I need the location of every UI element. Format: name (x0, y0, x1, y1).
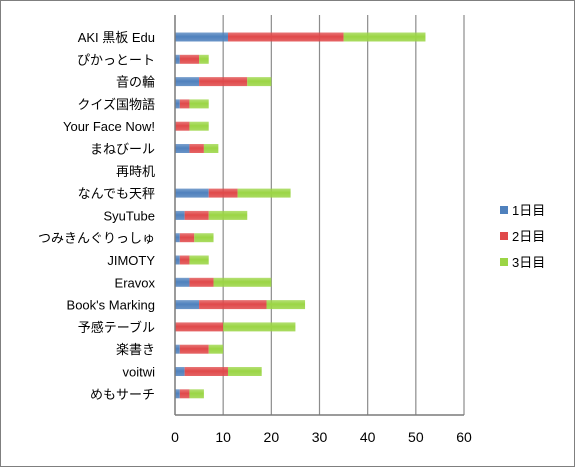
gridlines (222, 15, 465, 415)
bar-1日目-15 (175, 367, 185, 376)
bar-2日目-12 (199, 300, 267, 310)
category-label: つみきんぐりっしゅ (38, 231, 155, 246)
bar-2日目-3 (179, 99, 190, 109)
category-label: なんでも天秤 (78, 186, 155, 201)
bar-1日目-3 (175, 99, 180, 109)
x-tick-label: 60 (456, 429, 472, 445)
category-label: voitwi (122, 365, 155, 380)
bar-3日目-15 (227, 367, 262, 376)
bar-1日目-10 (175, 255, 180, 265)
category-label: クイズ国物語 (77, 97, 155, 112)
bar-3日目-13 (223, 322, 296, 332)
bar-3日目-14 (208, 344, 224, 354)
bar-3日目-1 (199, 54, 209, 64)
category-label: 音の輪 (116, 75, 155, 90)
category-label: JIMOTY (107, 253, 155, 268)
x-tick-label: 50 (408, 429, 424, 445)
bar-2日目-5 (189, 144, 204, 153)
bar-2日目-1 (179, 54, 200, 64)
bar-2日目-11 (189, 277, 214, 287)
bar-2日目-8 (184, 210, 209, 220)
bar-2日目-10 (179, 255, 190, 265)
category-label: 楽書き (116, 342, 155, 357)
legend-label: 2日目 (512, 229, 545, 244)
bar-3日目-12 (266, 300, 306, 310)
x-tick-label: 0 (171, 429, 179, 445)
bar-1日目-16 (175, 389, 180, 399)
x-tick-label: 40 (360, 429, 376, 445)
category-label: SyuTube (103, 208, 155, 223)
bars (175, 32, 426, 399)
category-label: まねびール (90, 142, 155, 157)
bar-1日目-9 (175, 233, 180, 243)
category-label: 予感テーブル (78, 320, 155, 335)
x-tick-label: 20 (264, 429, 280, 445)
bar-2日目-16 (179, 389, 190, 399)
bar-2日目-9 (179, 233, 195, 243)
bar-3日目-11 (213, 277, 272, 287)
bar-3日目-10 (189, 255, 209, 265)
bar-2日目-2 (199, 77, 248, 87)
bar-2日目-15 (184, 367, 228, 376)
x-tick-label: 10 (215, 429, 231, 445)
bar-3日目-5 (203, 144, 219, 153)
bar-3日目-3 (189, 99, 209, 109)
category-label: 再時机 (116, 164, 155, 179)
bar-3日目-7 (237, 188, 291, 198)
category-label: ぴかっとート (77, 52, 155, 67)
category-label: Book's Marking (67, 298, 155, 313)
bar-1日目-0 (175, 32, 228, 42)
x-tick-label: 30 (312, 429, 328, 445)
bar-2日目-7 (208, 188, 238, 198)
bar-2日目-4 (175, 121, 190, 131)
category-label: めもサーチ (90, 387, 155, 402)
x-tick-labels: 0 10 20 30 40 50 60 (171, 429, 472, 445)
legend-label: 3日目 (512, 255, 545, 270)
bar-3日目-8 (208, 210, 248, 220)
bar-3日目-4 (189, 121, 209, 131)
bar-2日目-13 (175, 322, 224, 332)
bar-1日目-2 (175, 77, 200, 87)
category-label: AKI 黒板 Edu (78, 30, 155, 45)
bar-1日目-14 (175, 344, 180, 354)
bar-1日目-8 (175, 210, 185, 220)
bar-2日目-0 (227, 32, 344, 42)
axes (174, 15, 464, 416)
bar-1日目-12 (175, 300, 200, 310)
bar-3日目-9 (194, 233, 214, 243)
legend-swatch-2 (500, 258, 508, 266)
bar-1日目-7 (175, 188, 209, 198)
category-label: Eravox (115, 275, 156, 290)
bar-3日目-16 (189, 389, 204, 399)
legend: 1日目 2日目 3日目 (500, 203, 545, 270)
bar-3日目-0 (343, 32, 426, 42)
bar-1日目-1 (175, 54, 180, 64)
bar-1日目-11 (175, 277, 190, 287)
legend-swatch-0 (500, 206, 508, 214)
legend-swatch-1 (500, 232, 508, 240)
bar-2日目-14 (179, 344, 209, 354)
category-label: Your Face Now! (63, 119, 155, 134)
legend-label: 1日目 (512, 203, 545, 218)
bar-1日目-5 (175, 144, 190, 153)
bar-3日目-2 (247, 77, 272, 87)
